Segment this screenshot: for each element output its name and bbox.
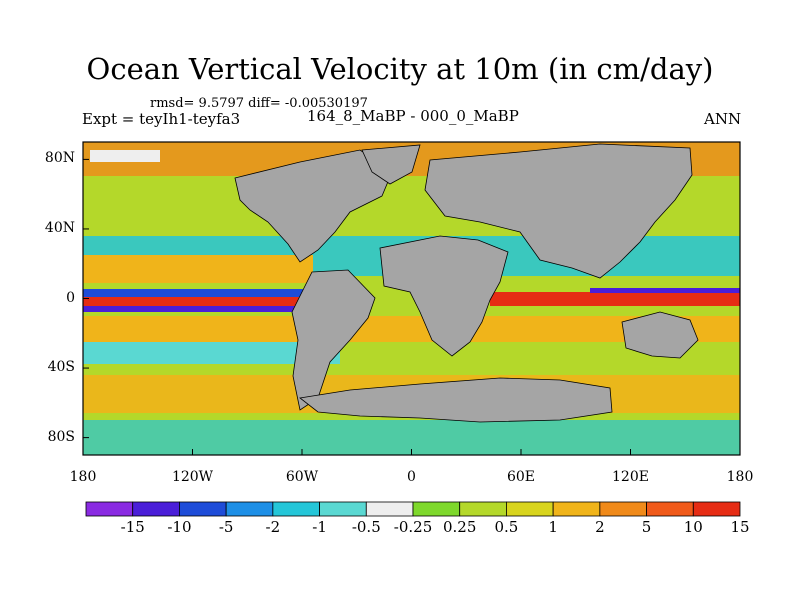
colorbar-label: 10 [683,518,703,536]
colorbar-label: 15 [730,518,750,536]
colorbar-swatch [132,501,180,517]
colorbar-swatch [412,501,461,517]
colorbar-label: 5 [641,518,652,536]
x-tick-label: 180 [726,469,754,485]
colorbar-swatch [272,501,320,517]
africa-land [379,235,509,357]
y-tick-label: 0 [66,289,75,306]
colorbar-swatch [599,501,647,517]
y-tick-label: 40N [44,219,75,236]
indian-equatorial-blue [590,288,740,293]
map-title: Ocean Vertical Velocity at 10m (in cm/da… [86,52,714,86]
equatorial-blue-band-2 [83,306,343,312]
antarctica-land [299,377,613,423]
colorbar-swatch [646,501,694,517]
x-tick-label: 120E [612,469,649,485]
x-tick-label: 60W [285,469,319,485]
colorbar-swatch [506,501,554,517]
rmsd-diff-stats: rmsd= 9.5797 diff= -0.00530197 [150,96,368,111]
colorbar-swatch [365,501,414,517]
colorbar-label: -0.25 [393,518,433,536]
colorbar-label: -0.5 [351,518,381,536]
x-tick-label: 0 [407,469,416,485]
axis-ticks [82,158,741,455]
colorbar-label: 0.25 [443,518,477,536]
case-label: 164_8_MaBP - 000_0_MaBP [307,107,519,125]
eurasia-land [424,143,693,279]
colorbar-swatch [319,501,367,517]
indian-equatorial-band [490,292,740,306]
colorbar-label: -1 [312,518,327,536]
y-tick-label: 80N [44,150,75,167]
experiment-label: Expt = teyIh1-teyfa3 [82,110,241,128]
season-label: ANN [704,110,742,128]
colorbar-swatch [85,501,134,517]
x-tick-label: 120W [171,469,214,485]
y-tick-label: 40S [47,359,75,376]
north-pacific-band [83,255,313,283]
x-tick-label: 180 [69,469,97,485]
equatorial-blue-band [83,289,343,297]
colorbar-swatch [459,501,507,517]
y-tick-label: 80S [47,428,75,445]
colorbar-label: -5 [218,518,234,536]
colorbar-label: -15 [120,518,145,536]
south-pacific-cyan-band [83,342,340,364]
equatorial-red-band [83,297,343,306]
arctic-white-patch [90,150,160,162]
south-america-land [291,269,376,411]
colorbar-label: 2 [595,518,605,536]
colorbar-label: 1 [548,518,558,536]
colorbar-label: -2 [265,518,281,536]
x-tick-label: 60E [506,469,536,485]
colorbar-label: -10 [167,518,192,536]
greenland-land [361,144,421,185]
colorbar-swatch [225,501,274,517]
colorbar-swatch [692,501,741,517]
colorbar-swatch [552,501,601,517]
colorbar-swatch [179,501,227,517]
colorbar [85,501,741,517]
colorbar-label: 0.5 [494,518,519,536]
australia-land [621,311,699,359]
